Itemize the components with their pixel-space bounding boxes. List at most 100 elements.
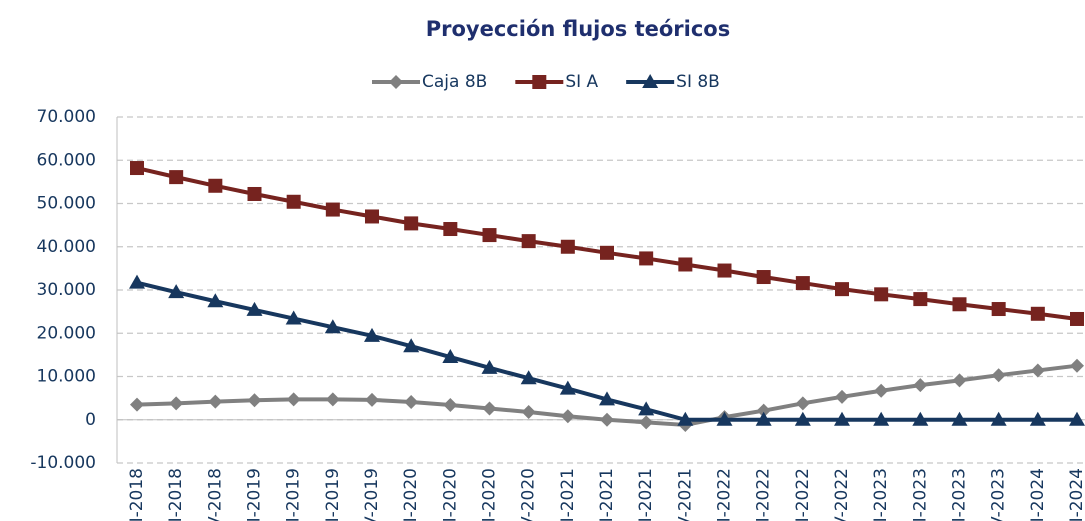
marker (365, 392, 379, 407)
marker (130, 161, 144, 176)
marker (1030, 306, 1045, 321)
legend-label: SI 8B (676, 72, 720, 92)
marker (559, 380, 576, 395)
marker (755, 411, 772, 426)
marker (532, 75, 547, 89)
x-tick-label: IV-2021 (675, 468, 695, 521)
y-tick-label: 50.000 (37, 194, 96, 214)
x-tick-label: I-2023 (871, 468, 891, 521)
marker (677, 411, 694, 426)
x-tick-label: I-2022 (715, 468, 735, 521)
marker (404, 216, 419, 231)
marker (991, 368, 1006, 383)
marker (599, 391, 615, 406)
marker (600, 245, 614, 260)
marker (951, 411, 968, 426)
marker (990, 411, 1007, 426)
marker (834, 411, 850, 426)
y-tick-label: 0 (85, 410, 96, 430)
y-tick-label: 70.000 (37, 107, 96, 127)
marker (874, 287, 889, 302)
marker (404, 395, 419, 410)
marker (481, 359, 498, 374)
marker (639, 251, 654, 266)
legend-label: Caja 8B (422, 72, 487, 92)
marker (835, 282, 849, 297)
marker (560, 239, 575, 254)
marker (642, 74, 659, 88)
x-tick-label: IV-2022 (832, 468, 852, 521)
legend-item: SI A (515, 72, 599, 92)
marker (756, 270, 771, 285)
marker (286, 194, 301, 209)
marker (1070, 358, 1084, 373)
marker (364, 327, 380, 342)
marker (638, 401, 655, 416)
marker (835, 389, 849, 404)
chart-title: Proyección flujos teóricos (426, 17, 730, 41)
marker (403, 338, 420, 353)
x-tick-label: II-2024 (1067, 468, 1085, 521)
legend-label: SI A (565, 72, 598, 92)
marker (325, 202, 340, 217)
marker (716, 411, 733, 426)
marker (247, 393, 262, 408)
marker (389, 75, 403, 89)
x-tick-label: IV-2023 (989, 468, 1009, 521)
marker (794, 411, 811, 426)
x-tick-label: IV-2019 (362, 468, 382, 521)
marker (247, 186, 262, 201)
x-tick-label: III-2020 (480, 468, 500, 521)
x-tick-label: I-2019 (245, 468, 265, 521)
x-tick-label: III-2021 (636, 468, 656, 521)
marker (365, 209, 379, 224)
marker (874, 383, 889, 398)
marker (207, 293, 224, 308)
marker (952, 297, 967, 312)
marker (285, 310, 302, 325)
x-tick-label: II-2020 (440, 468, 460, 521)
marker (442, 349, 459, 364)
marker (443, 398, 458, 413)
marker (130, 397, 144, 412)
marker (560, 409, 575, 424)
x-tick-label: II-2023 (910, 468, 930, 521)
marker (324, 319, 341, 334)
marker (600, 412, 614, 427)
marker (1030, 363, 1045, 378)
marker (521, 234, 536, 249)
x-tick-label: II-2019 (284, 468, 304, 521)
x-tick-label: II-2021 (597, 468, 617, 521)
marker (482, 401, 497, 416)
marker (208, 178, 223, 193)
y-tick-label: 10.000 (37, 367, 96, 387)
marker (169, 170, 184, 185)
x-tick-label: III-2022 (793, 468, 813, 521)
marker (1069, 411, 1085, 426)
x-tick-label: IV-2018 (205, 468, 225, 521)
marker (521, 404, 536, 419)
y-tick-label: 30.000 (37, 280, 96, 300)
marker (795, 276, 810, 291)
x-tick-label: IV-2020 (519, 468, 539, 521)
marker (756, 403, 771, 418)
marker (913, 378, 928, 393)
marker (678, 257, 693, 272)
x-tick-label: III-2019 (323, 468, 343, 521)
marker (129, 274, 145, 289)
y-tick-label: 60.000 (37, 150, 96, 170)
x-tick-label: III-2018 (166, 468, 186, 521)
x-tick-label: I-2020 (401, 468, 421, 521)
legend-item: SI 8B (626, 72, 720, 92)
marker (639, 415, 654, 430)
marker (873, 411, 890, 426)
series-line (136, 166, 1078, 321)
marker (168, 284, 185, 299)
marker (520, 370, 537, 385)
marker (913, 292, 928, 307)
y-tick-label: 40.000 (37, 237, 96, 257)
marker (952, 373, 967, 388)
x-tick-label: III-2023 (950, 468, 970, 521)
marker (717, 263, 732, 278)
